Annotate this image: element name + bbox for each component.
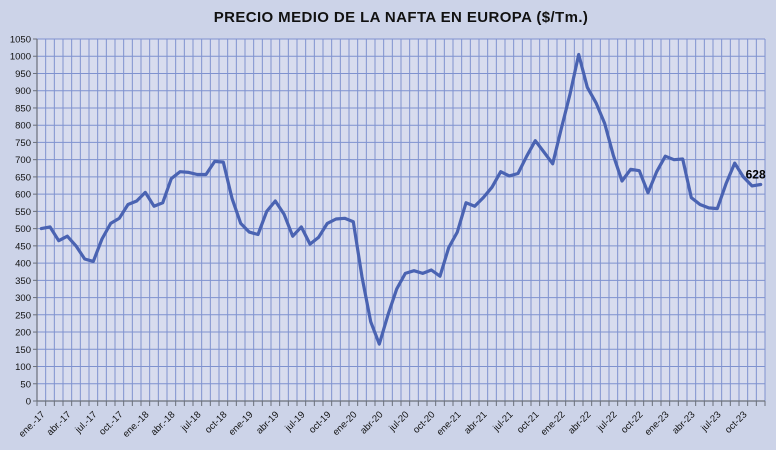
x-axis-tick-label: abr-21 (462, 409, 489, 436)
x-axis-tick-label: abr-23 (670, 409, 697, 436)
x-axis-tick-label: abr.-18 (149, 409, 178, 438)
y-axis-tick-label: 950 (15, 69, 31, 80)
y-axis-tick-label: 600 (15, 190, 31, 201)
x-axis-tick-label: ene-23 (643, 409, 672, 438)
y-axis-tick-label: 300 (15, 293, 31, 304)
y-axis-tick-label: 750 (15, 138, 31, 149)
x-axis-tick-label: oct-21 (515, 409, 541, 435)
x-axis-tick-label: ene-21 (435, 409, 464, 438)
x-axis-tick-label: ene-22 (539, 409, 568, 438)
y-axis-tick-label: 1050 (10, 35, 31, 46)
x-axis-tick-label: abr-19 (254, 409, 281, 436)
x-axis-tick-label: abr.-17 (45, 409, 74, 438)
y-axis-tick-label: 550 (15, 207, 31, 218)
y-axis-tick-label: 200 (15, 328, 31, 339)
x-axis-tick-label: jul.-17 (73, 409, 100, 436)
y-axis-tick-label: 250 (15, 310, 31, 321)
x-axis-tick-label: jul-20 (387, 409, 412, 434)
y-axis-tick-label: 50 (20, 379, 31, 390)
x-axis-tick-label: ene.-17 (17, 409, 48, 440)
x-axis-tick-label: jul-18 (179, 409, 204, 434)
y-axis-tick-label: 400 (15, 259, 31, 270)
x-axis-tick-label: jul-21 (491, 409, 516, 434)
x-axis-tick-label: oct-18 (203, 409, 229, 435)
y-axis-tick-label: 900 (15, 86, 31, 97)
x-axis-tick-label: ene-20 (331, 409, 360, 438)
y-axis-tick-label: 700 (15, 155, 31, 166)
y-axis-tick-label: 850 (15, 103, 31, 114)
y-axis-tick-label: 1000 (10, 52, 31, 63)
x-axis-tick-label: abr-22 (566, 409, 593, 436)
x-axis-tick-label: oct-19 (307, 409, 333, 435)
y-axis-tick-label: 350 (15, 276, 31, 287)
y-axis-tick-label: 650 (15, 172, 31, 183)
x-axis-tick-label: oct-20 (411, 409, 437, 435)
x-axis-tick-label: jul-23 (699, 409, 724, 434)
y-axis-tick-label: 0 (26, 397, 31, 408)
x-axis-tick-label: oct-22 (619, 409, 645, 435)
y-axis-tick-label: 450 (15, 241, 31, 252)
x-axis-tick-label: abr-20 (358, 409, 385, 436)
y-axis-tick-label: 150 (15, 345, 31, 356)
x-axis-tick-label: jul-19 (283, 409, 308, 434)
last-value-label: 628 (746, 167, 766, 181)
y-axis-tick-label: 100 (15, 362, 31, 373)
x-axis-tick-label: ene-19 (227, 409, 256, 438)
price-line (39, 52, 763, 346)
y-axis-tick-label: 800 (15, 121, 31, 132)
x-axis-tick-label: oct-23 (723, 409, 749, 435)
y-axis-tick-label: 500 (15, 224, 31, 235)
chart-title: PRECIO MEDIO DE LA NAFTA EN EUROPA ($/Tm… (213, 9, 589, 26)
x-axis-tick-label: ene.-18 (121, 409, 152, 440)
x-axis-tick-label: jul-22 (595, 409, 620, 434)
